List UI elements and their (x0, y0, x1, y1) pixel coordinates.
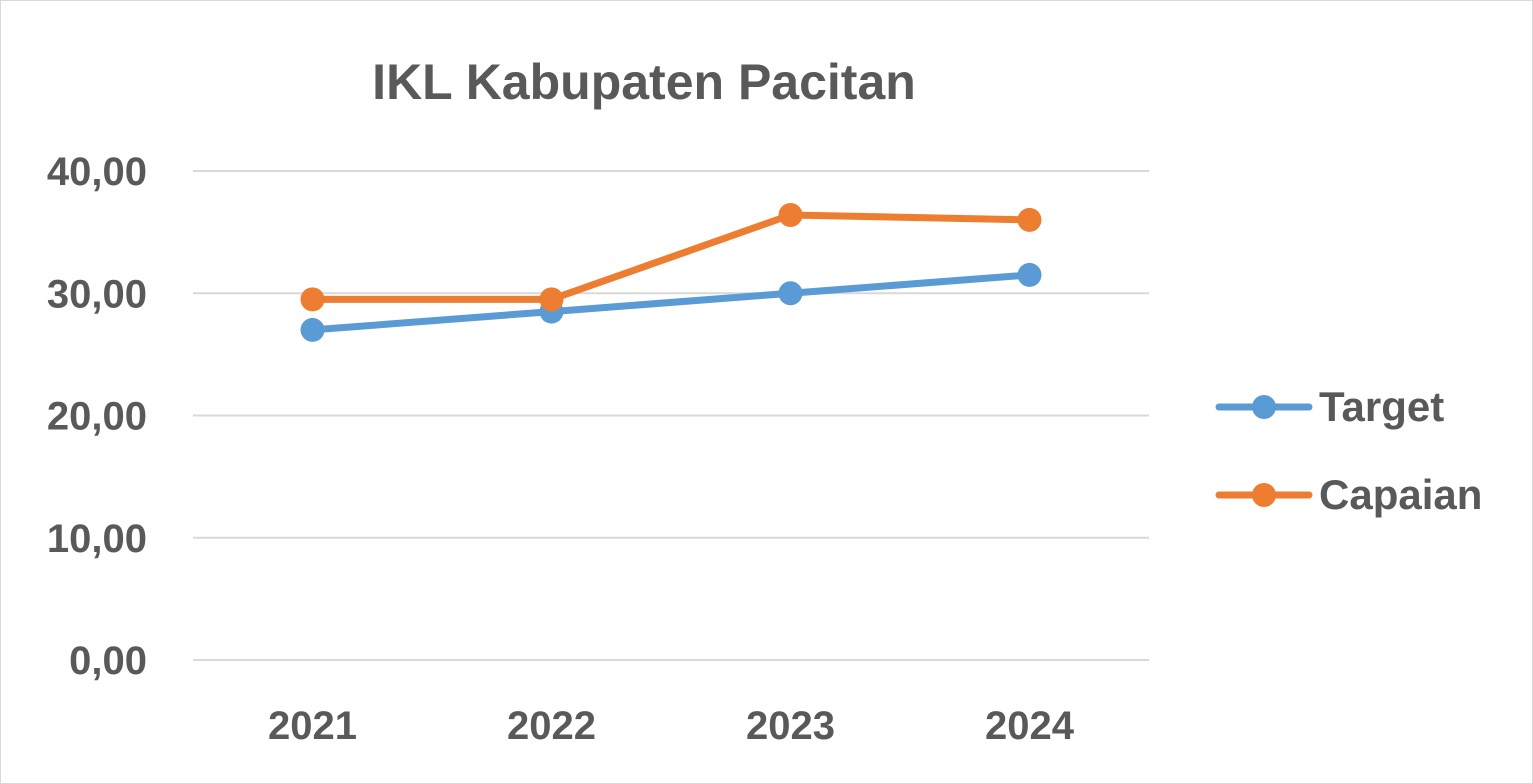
y-tick-label: 30,00 (47, 272, 147, 316)
legend-item-target: Target (1215, 383, 1444, 430)
data-point (1017, 262, 1042, 287)
gridlines (193, 170, 1149, 661)
x-tick-label: 2022 (507, 704, 596, 748)
data-point (1017, 207, 1042, 232)
chart-title: IKL Kabupaten Pacitan (372, 54, 916, 110)
series-group (300, 203, 1042, 342)
legend-item-capaian: Capaian (1215, 471, 1482, 518)
y-tick-label: 10,00 (47, 517, 147, 561)
data-point (300, 317, 325, 342)
x-tick-label: 2023 (746, 704, 835, 748)
data-point (539, 287, 564, 312)
y-tick-label: 40,00 (47, 150, 147, 194)
data-point (778, 203, 803, 228)
legend-label: Target (1319, 383, 1444, 430)
x-tick-label: 2024 (985, 704, 1075, 748)
y-tick-label: 0,00 (69, 639, 147, 683)
legend-marker-icon (1252, 395, 1276, 419)
x-axis-ticks: 2021 2022 2023 2024 (268, 704, 1075, 748)
legend: Target Capaian (1215, 383, 1482, 518)
y-axis-ticks: 0,00 10,00 20,00 30,00 40,00 (47, 150, 147, 683)
y-tick-label: 20,00 (47, 395, 147, 439)
data-point (300, 287, 325, 312)
series-line (309, 271, 1033, 334)
series-line (309, 211, 1033, 303)
series-capaian (300, 203, 1042, 312)
legend-marker-icon (1252, 483, 1276, 507)
x-tick-label: 2021 (268, 704, 357, 748)
data-point (778, 281, 803, 306)
legend-label: Capaian (1319, 471, 1482, 518)
